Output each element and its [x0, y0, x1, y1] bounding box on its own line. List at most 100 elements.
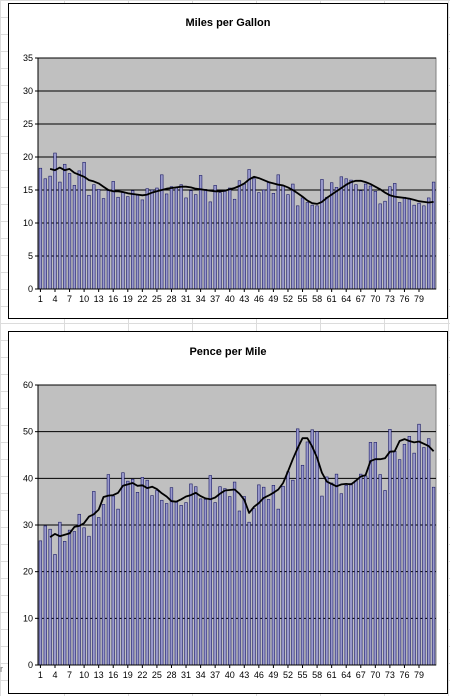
bar	[150, 495, 154, 666]
bar	[242, 496, 246, 666]
x-tick-label: 4	[52, 670, 57, 680]
bar	[412, 204, 416, 290]
bar	[397, 459, 402, 666]
bar	[58, 521, 62, 666]
bar	[87, 194, 91, 290]
x-tick-label: 43	[239, 294, 249, 304]
y-tick-label: 10	[23, 218, 33, 228]
bar	[334, 187, 339, 290]
bar	[63, 541, 67, 666]
bar	[106, 190, 111, 290]
bar	[276, 508, 280, 666]
bar	[140, 199, 144, 290]
x-tick-label: 55	[298, 294, 308, 304]
bar	[38, 167, 43, 290]
x-tick-label: 61	[327, 670, 337, 680]
bar	[101, 198, 106, 290]
x-tick-label: 73	[385, 294, 395, 304]
bar	[402, 443, 407, 666]
bar	[363, 475, 368, 666]
bar	[262, 486, 266, 666]
x-tick-label: 37	[210, 670, 220, 680]
y-tick-label: 10	[23, 613, 33, 623]
x-tick-label: 76	[399, 670, 409, 680]
bar	[320, 495, 324, 666]
x-tick-label: 64	[341, 294, 351, 304]
x-tick-label: 19	[123, 294, 133, 304]
bar	[286, 471, 290, 666]
bar	[116, 196, 120, 290]
x-tick-label: 34	[196, 294, 206, 304]
bar	[296, 205, 300, 290]
bar	[281, 185, 285, 290]
bar	[228, 187, 232, 290]
bar	[232, 481, 237, 666]
x-tick-label: 79	[414, 294, 424, 304]
bar	[126, 480, 130, 666]
x-tick-label: 13	[94, 670, 104, 680]
bar	[339, 176, 343, 290]
bar	[43, 525, 47, 666]
bar	[373, 191, 377, 290]
bar	[349, 179, 353, 290]
bar	[431, 181, 436, 290]
x-tick-label: 10	[79, 670, 89, 680]
bar	[320, 179, 324, 290]
bar	[266, 181, 271, 290]
x-tick-label: 67	[356, 294, 366, 304]
x-tick-label: 7	[67, 294, 72, 304]
bar	[218, 486, 222, 666]
bar	[189, 483, 193, 666]
x-tick-label: 13	[94, 294, 104, 304]
bar	[344, 178, 348, 290]
y-tick-label: 35	[23, 53, 33, 63]
bar	[378, 203, 382, 290]
bar	[247, 521, 251, 666]
bar	[325, 196, 329, 290]
x-tick-label: 70	[370, 670, 380, 680]
x-tick-label: 58	[312, 294, 322, 304]
mpg-chart-plot: 0 5 10 15 20 25 30 35 1 4 7 10 13 16 19 22 25 28 31 34 37 40 4…	[23, 53, 437, 304]
bar	[291, 183, 295, 290]
bar	[257, 484, 261, 666]
y-tick-label: 20	[23, 567, 33, 577]
bar	[349, 483, 353, 666]
bar	[155, 187, 159, 290]
bar	[422, 205, 426, 290]
bar	[266, 499, 271, 666]
bar	[72, 531, 77, 666]
x-tick-label: 25	[152, 294, 162, 304]
bar	[101, 504, 106, 666]
x-tick-label: 37	[210, 294, 220, 304]
x-tick-label: 22	[137, 670, 147, 680]
bar	[131, 190, 135, 290]
y-tick-label: 0	[28, 660, 33, 670]
x-tick-label: 40	[225, 294, 235, 304]
bar	[43, 178, 47, 290]
bar	[203, 499, 208, 666]
bar	[198, 175, 203, 290]
y-tick-label: 40	[23, 473, 33, 483]
x-tick-label: 58	[312, 670, 322, 680]
bar	[164, 503, 169, 666]
bar	[218, 192, 222, 290]
bar	[223, 191, 227, 290]
bar	[145, 188, 149, 290]
x-tick-label: 7	[67, 670, 72, 680]
bar	[63, 163, 67, 290]
bar	[383, 200, 387, 290]
x-tick-label: 31	[181, 294, 191, 304]
bar	[184, 197, 188, 290]
x-tick-label: 73	[385, 670, 395, 680]
x-tick-label: 10	[79, 294, 89, 304]
y-tick-label: 0	[28, 284, 33, 294]
x-tick-label: 79	[414, 670, 424, 680]
bar	[87, 535, 91, 666]
bar	[310, 204, 314, 290]
bar	[111, 181, 115, 290]
x-tick-label: 40	[225, 670, 235, 680]
x-tick-label: 46	[254, 670, 264, 680]
x-tick-label: 19	[123, 670, 133, 680]
bar	[417, 202, 421, 290]
x-tick-label: 70	[370, 294, 380, 304]
